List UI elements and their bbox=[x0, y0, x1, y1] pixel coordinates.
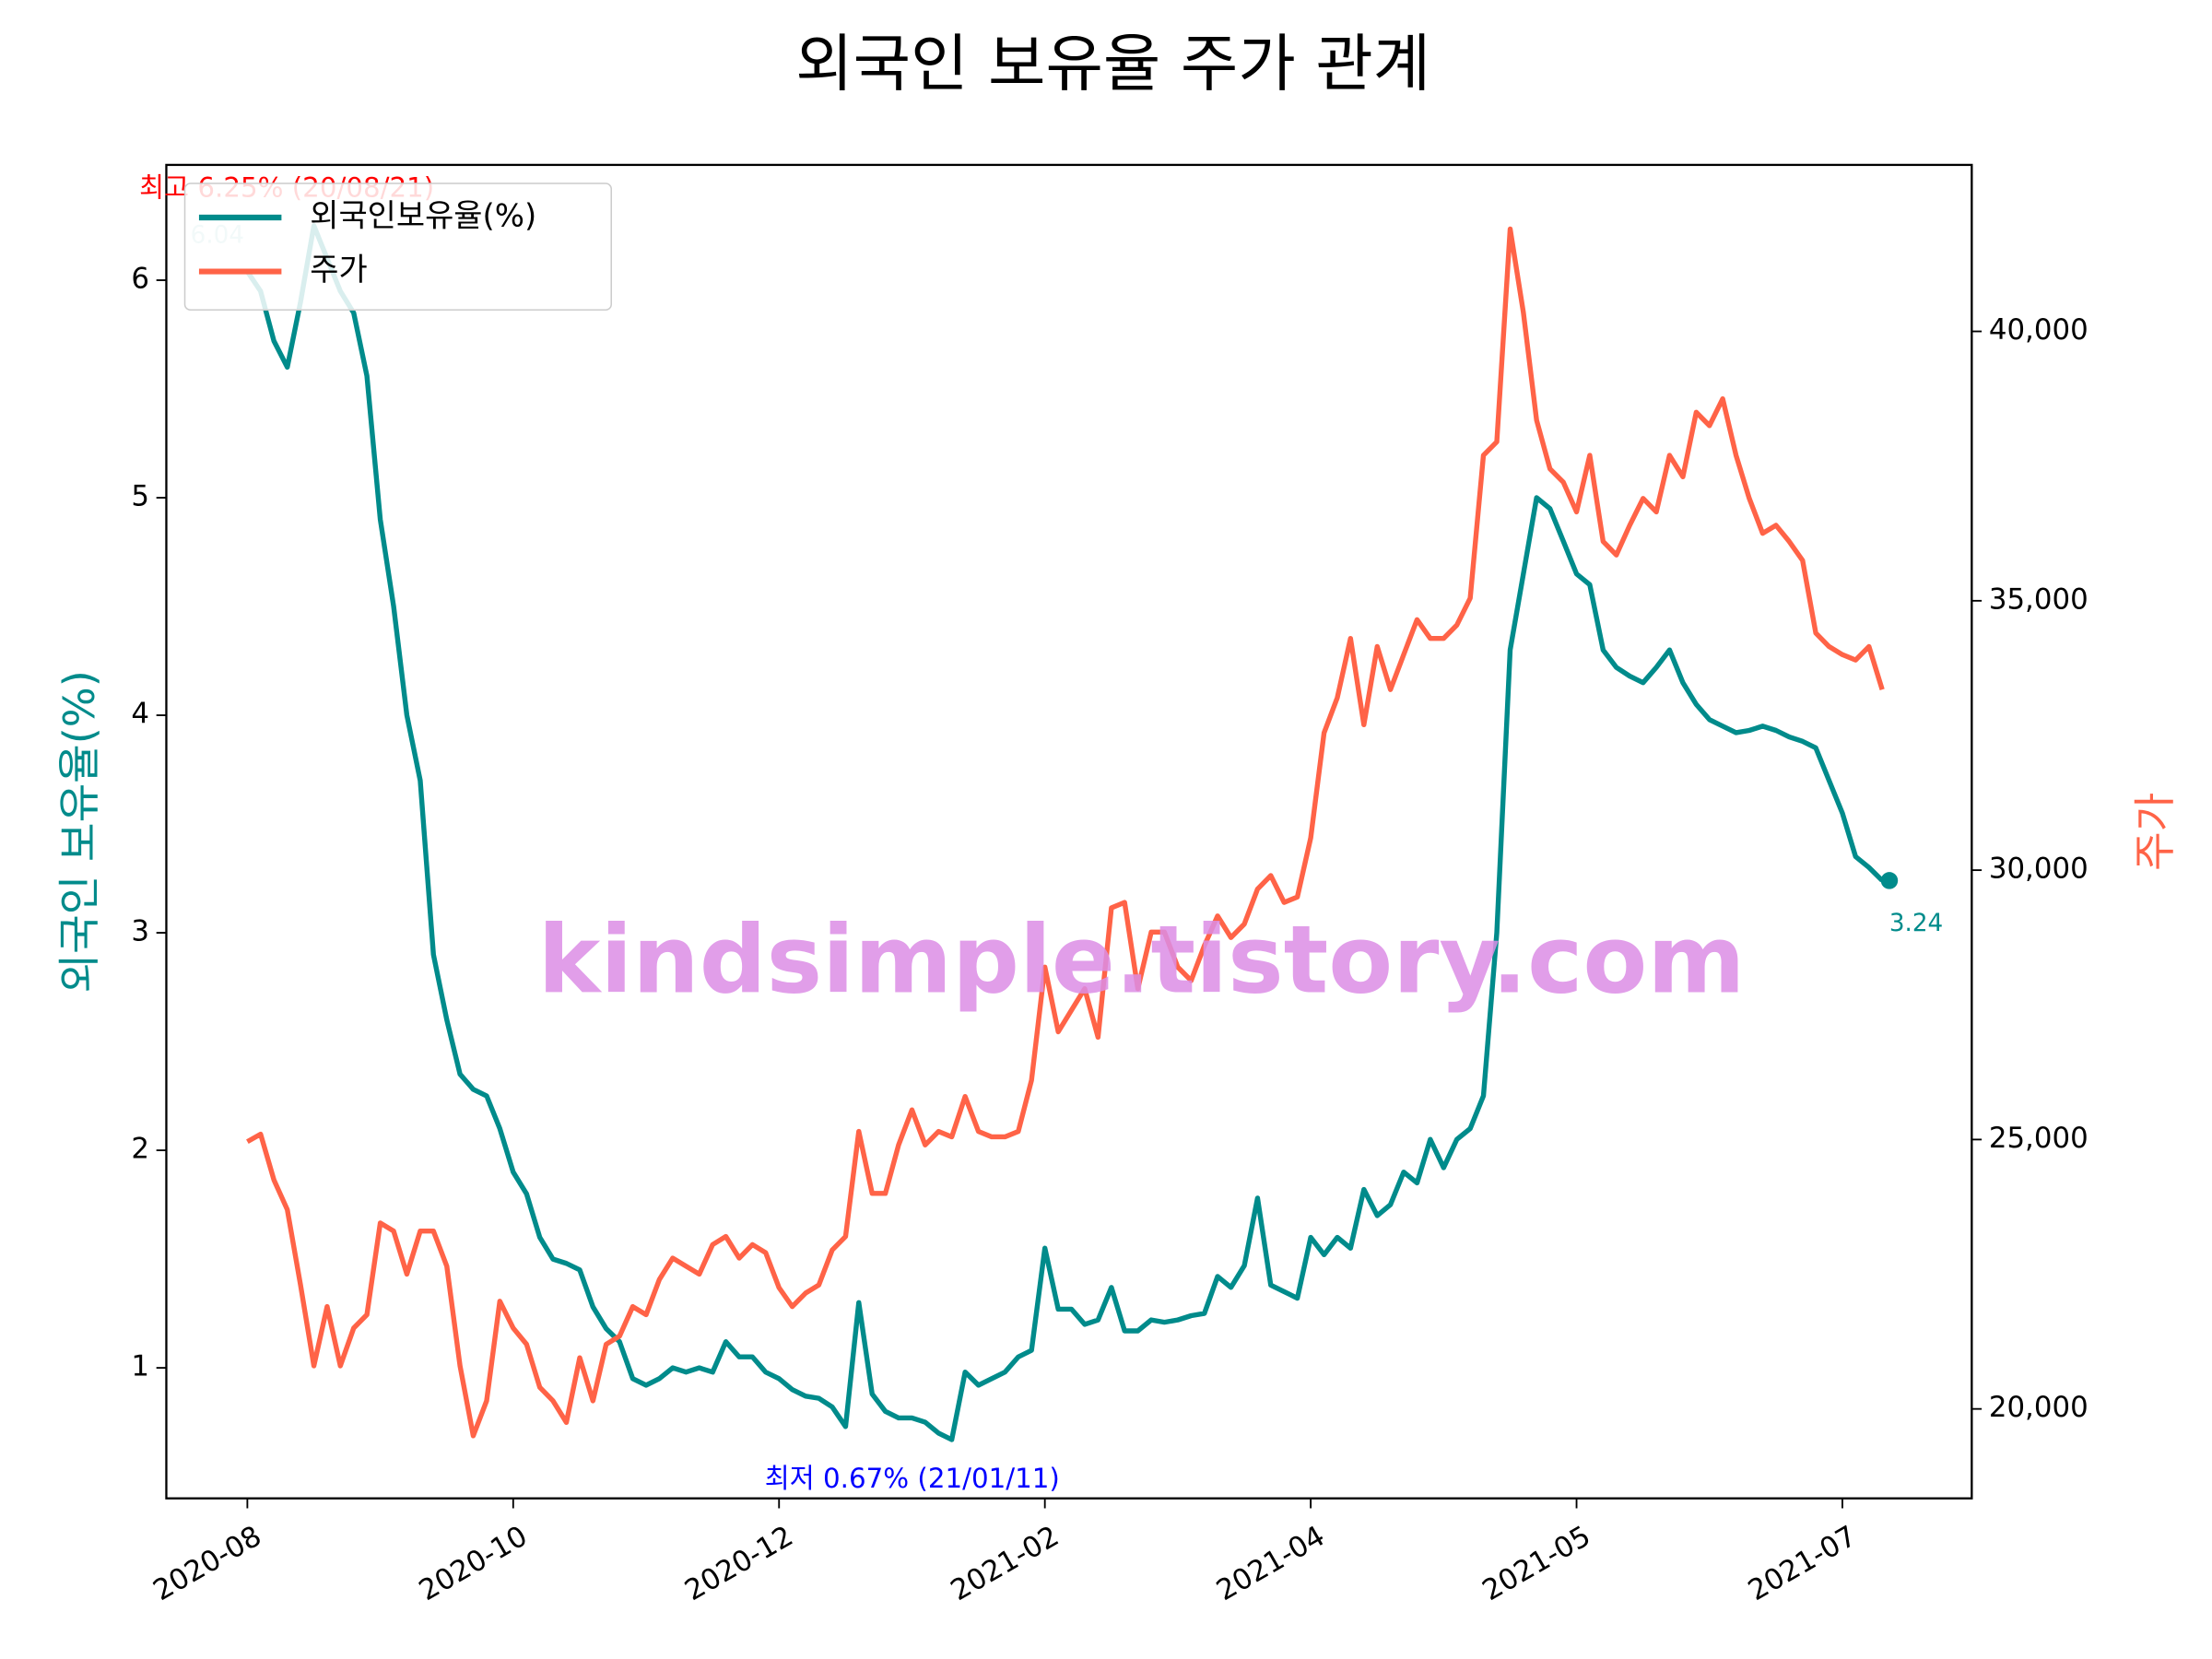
y2-tick-label: 25,000 bbox=[1989, 1122, 2088, 1155]
watermark: kindsimple.tistory.com bbox=[538, 907, 1746, 1016]
y-tick-label: 5 bbox=[131, 480, 149, 513]
y-tick-label: 4 bbox=[131, 698, 149, 731]
y2-axis-label: 주가 bbox=[2130, 793, 2180, 871]
y-axis-label: 외국인 보유율(%) bbox=[54, 670, 104, 993]
chart-title: 외국인 보유율 주가 관계 bbox=[795, 29, 1430, 101]
legend-label: 외국인보유율(%) bbox=[310, 198, 536, 234]
end-point bbox=[1880, 872, 1899, 889]
legend-label: 주가 bbox=[310, 253, 367, 288]
y2-tick-label: 40,000 bbox=[1989, 313, 2088, 347]
y2-tick-label: 20,000 bbox=[1989, 1391, 2088, 1424]
series-line bbox=[245, 223, 1885, 1442]
y-tick-label: 6 bbox=[131, 263, 149, 296]
annotation: 최저 0.67% (21/01/11) bbox=[765, 1463, 1060, 1494]
series-line bbox=[246, 226, 1885, 1439]
y-tick-label: 1 bbox=[131, 1350, 149, 1383]
y2-tick-label: 30,000 bbox=[1989, 853, 2088, 886]
y2-tick-label: 35,000 bbox=[1989, 582, 2088, 616]
legend-box bbox=[183, 182, 613, 312]
y-tick-label: 2 bbox=[131, 1133, 149, 1166]
legend: 외국인보유율(%) 주가 bbox=[183, 182, 613, 312]
annotation: 3.24 bbox=[1889, 910, 1943, 937]
plot-frame bbox=[165, 163, 1973, 1500]
y-tick-label: 3 bbox=[131, 915, 149, 948]
